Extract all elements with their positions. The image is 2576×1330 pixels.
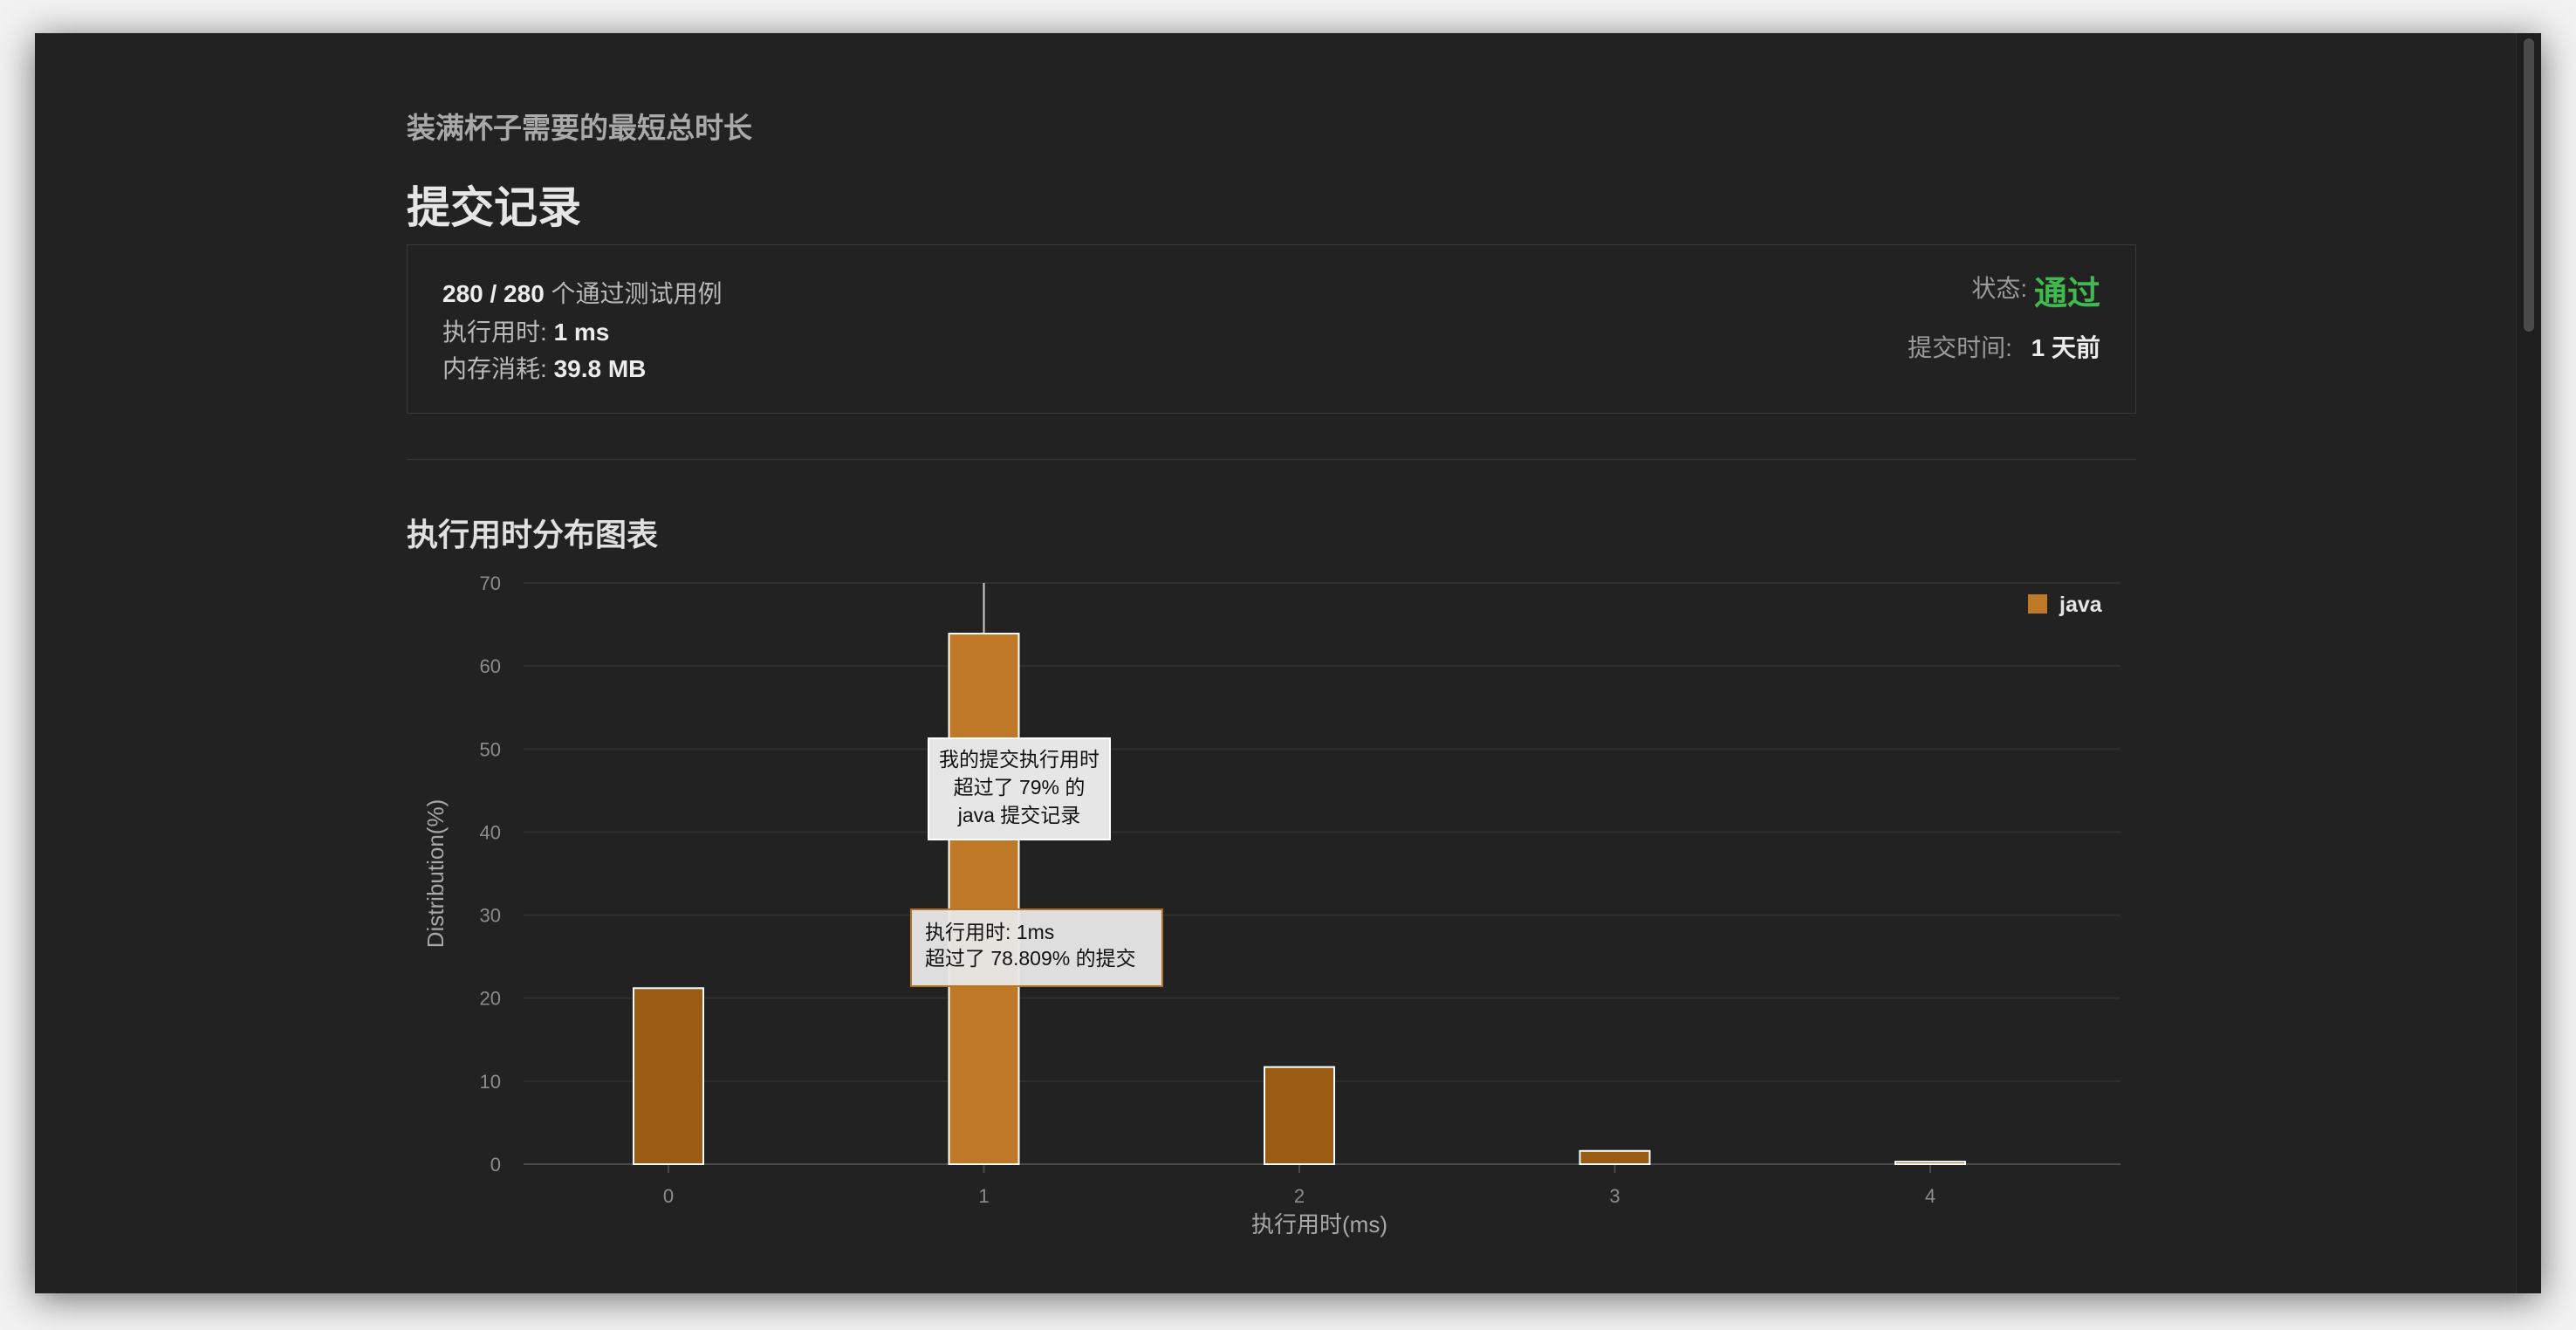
y-tick-label: 50 bbox=[480, 738, 501, 760]
hover-tooltip bbox=[910, 908, 1163, 987]
legend-swatch bbox=[2028, 594, 2047, 614]
bar[interactable] bbox=[1264, 1066, 1335, 1166]
beat-tooltip-line: 超过了 79% 的 bbox=[954, 776, 1086, 799]
page-title: 提交记录 bbox=[407, 183, 581, 232]
status-badge[interactable]: 通过 bbox=[2033, 276, 2100, 312]
y-tick-label: 10 bbox=[480, 1071, 501, 1093]
x-tick-label: 1 bbox=[978, 1185, 989, 1207]
hover-tooltip-line: 超过了 78.809% 的提交 bbox=[925, 947, 1136, 970]
problem-title-link[interactable]: 装满杯子需要的最短总时长 bbox=[407, 112, 752, 144]
legend-label: java bbox=[2059, 593, 2103, 617]
testcases-passed: 280 / 280 bbox=[442, 280, 545, 307]
browser-window: 装满杯子需要的最短总时长 提交记录 280 / 280 个通过测试用例 执行用时… bbox=[35, 33, 2541, 1293]
x-axis-title: 执行用时(ms) bbox=[1251, 1211, 1387, 1237]
y-tick-label: 60 bbox=[480, 655, 501, 677]
testcases-suffix: 个通过测试用例 bbox=[544, 280, 723, 307]
runtime-line: 执行用时: 1 ms bbox=[442, 313, 609, 348]
beat-tooltip-line: 我的提交执行用时 bbox=[939, 748, 1100, 771]
memory-line: 内存消耗: 39.8 MB bbox=[442, 350, 646, 385]
scrollbar[interactable] bbox=[2516, 33, 2541, 1293]
y-tick-label: 30 bbox=[480, 905, 501, 927]
y-tick-label: 0 bbox=[490, 1154, 501, 1176]
memory-value: 39.8 MB bbox=[553, 355, 647, 382]
bar[interactable] bbox=[1894, 1161, 1966, 1166]
beat-tooltip bbox=[928, 737, 1111, 840]
bar[interactable] bbox=[1579, 1149, 1651, 1165]
y-tick-label: 20 bbox=[480, 988, 501, 1010]
x-tick-label: 3 bbox=[1609, 1185, 1620, 1207]
scrollbar-thumb[interactable] bbox=[2524, 38, 2534, 332]
testcases-line: 280 / 280 个通过测试用例 bbox=[442, 275, 723, 310]
runtime-label: 执行用时: bbox=[442, 319, 554, 346]
y-tick-label: 70 bbox=[480, 572, 501, 594]
runtime-distribution-chart: 0 10 20 30 40 50 60 70 0 1 2 3 4 执行用时(ms) Distribution… bbox=[422, 572, 2120, 1237]
memory-label: 内存消耗: bbox=[442, 355, 554, 382]
submission-summary: 280 / 280 个通过测试用例 执行用时: 1 ms 内存消耗: 39.8 … bbox=[407, 244, 2136, 414]
beat-tooltip-line: java 提交记录 bbox=[957, 804, 1081, 826]
submit-time-label: 提交时间: bbox=[1908, 334, 2019, 361]
y-axis-title: Distribution(%) bbox=[422, 799, 449, 949]
runtime-value: 1 ms bbox=[553, 319, 610, 346]
status-label: 状态: bbox=[1971, 274, 2034, 302]
x-tick-label: 2 bbox=[1294, 1185, 1305, 1207]
x-tick-label: 0 bbox=[663, 1185, 674, 1207]
submit-time-value: 1 天前 bbox=[2031, 334, 2100, 361]
chart-title: 执行用时分布图表 bbox=[407, 517, 659, 552]
hover-tooltip-line: 执行用时: 1ms bbox=[925, 921, 1054, 943]
status-line: 状态: 通过 bbox=[1971, 266, 2100, 314]
bar[interactable] bbox=[948, 633, 1020, 1165]
x-tick-label: 4 bbox=[1925, 1185, 1935, 1207]
divider bbox=[407, 459, 2136, 460]
submit-time-line: 提交时间: 1 天前 bbox=[1908, 329, 2100, 364]
bar[interactable] bbox=[633, 987, 704, 1165]
y-tick-label: 40 bbox=[480, 821, 501, 843]
